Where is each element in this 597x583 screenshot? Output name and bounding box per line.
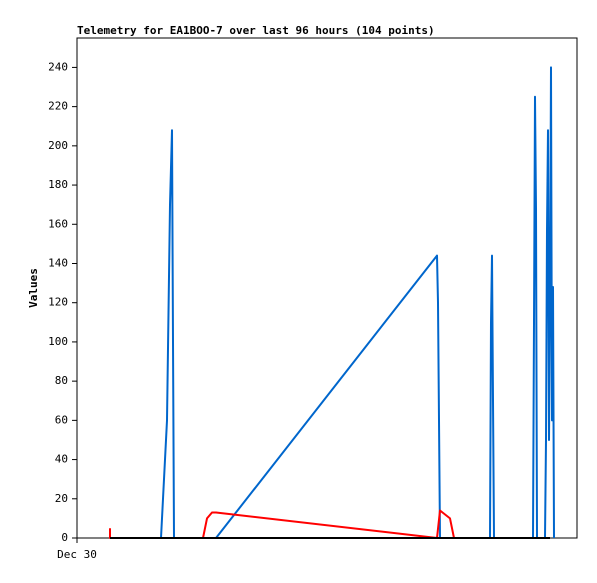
x-tick-label: Dec 30 (57, 548, 97, 561)
chart-title: Telemetry for EA1BOO-7 over last 96 hour… (77, 24, 435, 37)
y-tick-label: 220 (48, 100, 68, 113)
y-tick-label: 160 (48, 217, 68, 230)
y-tick-label: 20 (55, 492, 68, 505)
y-tick-label: 120 (48, 296, 68, 309)
y-tick-label: 240 (48, 60, 68, 73)
y-axis-label: Values (27, 268, 40, 308)
y-tick-label: 200 (48, 139, 68, 152)
y-tick-label: 180 (48, 178, 68, 191)
y-tick-label: 80 (55, 374, 68, 387)
y-tick-label: 0 (61, 531, 68, 544)
y-tick-label: 140 (48, 256, 68, 269)
y-tick-label: 40 (55, 453, 68, 466)
y-tick-label: 60 (55, 413, 68, 426)
y-tick-label: 100 (48, 335, 68, 348)
